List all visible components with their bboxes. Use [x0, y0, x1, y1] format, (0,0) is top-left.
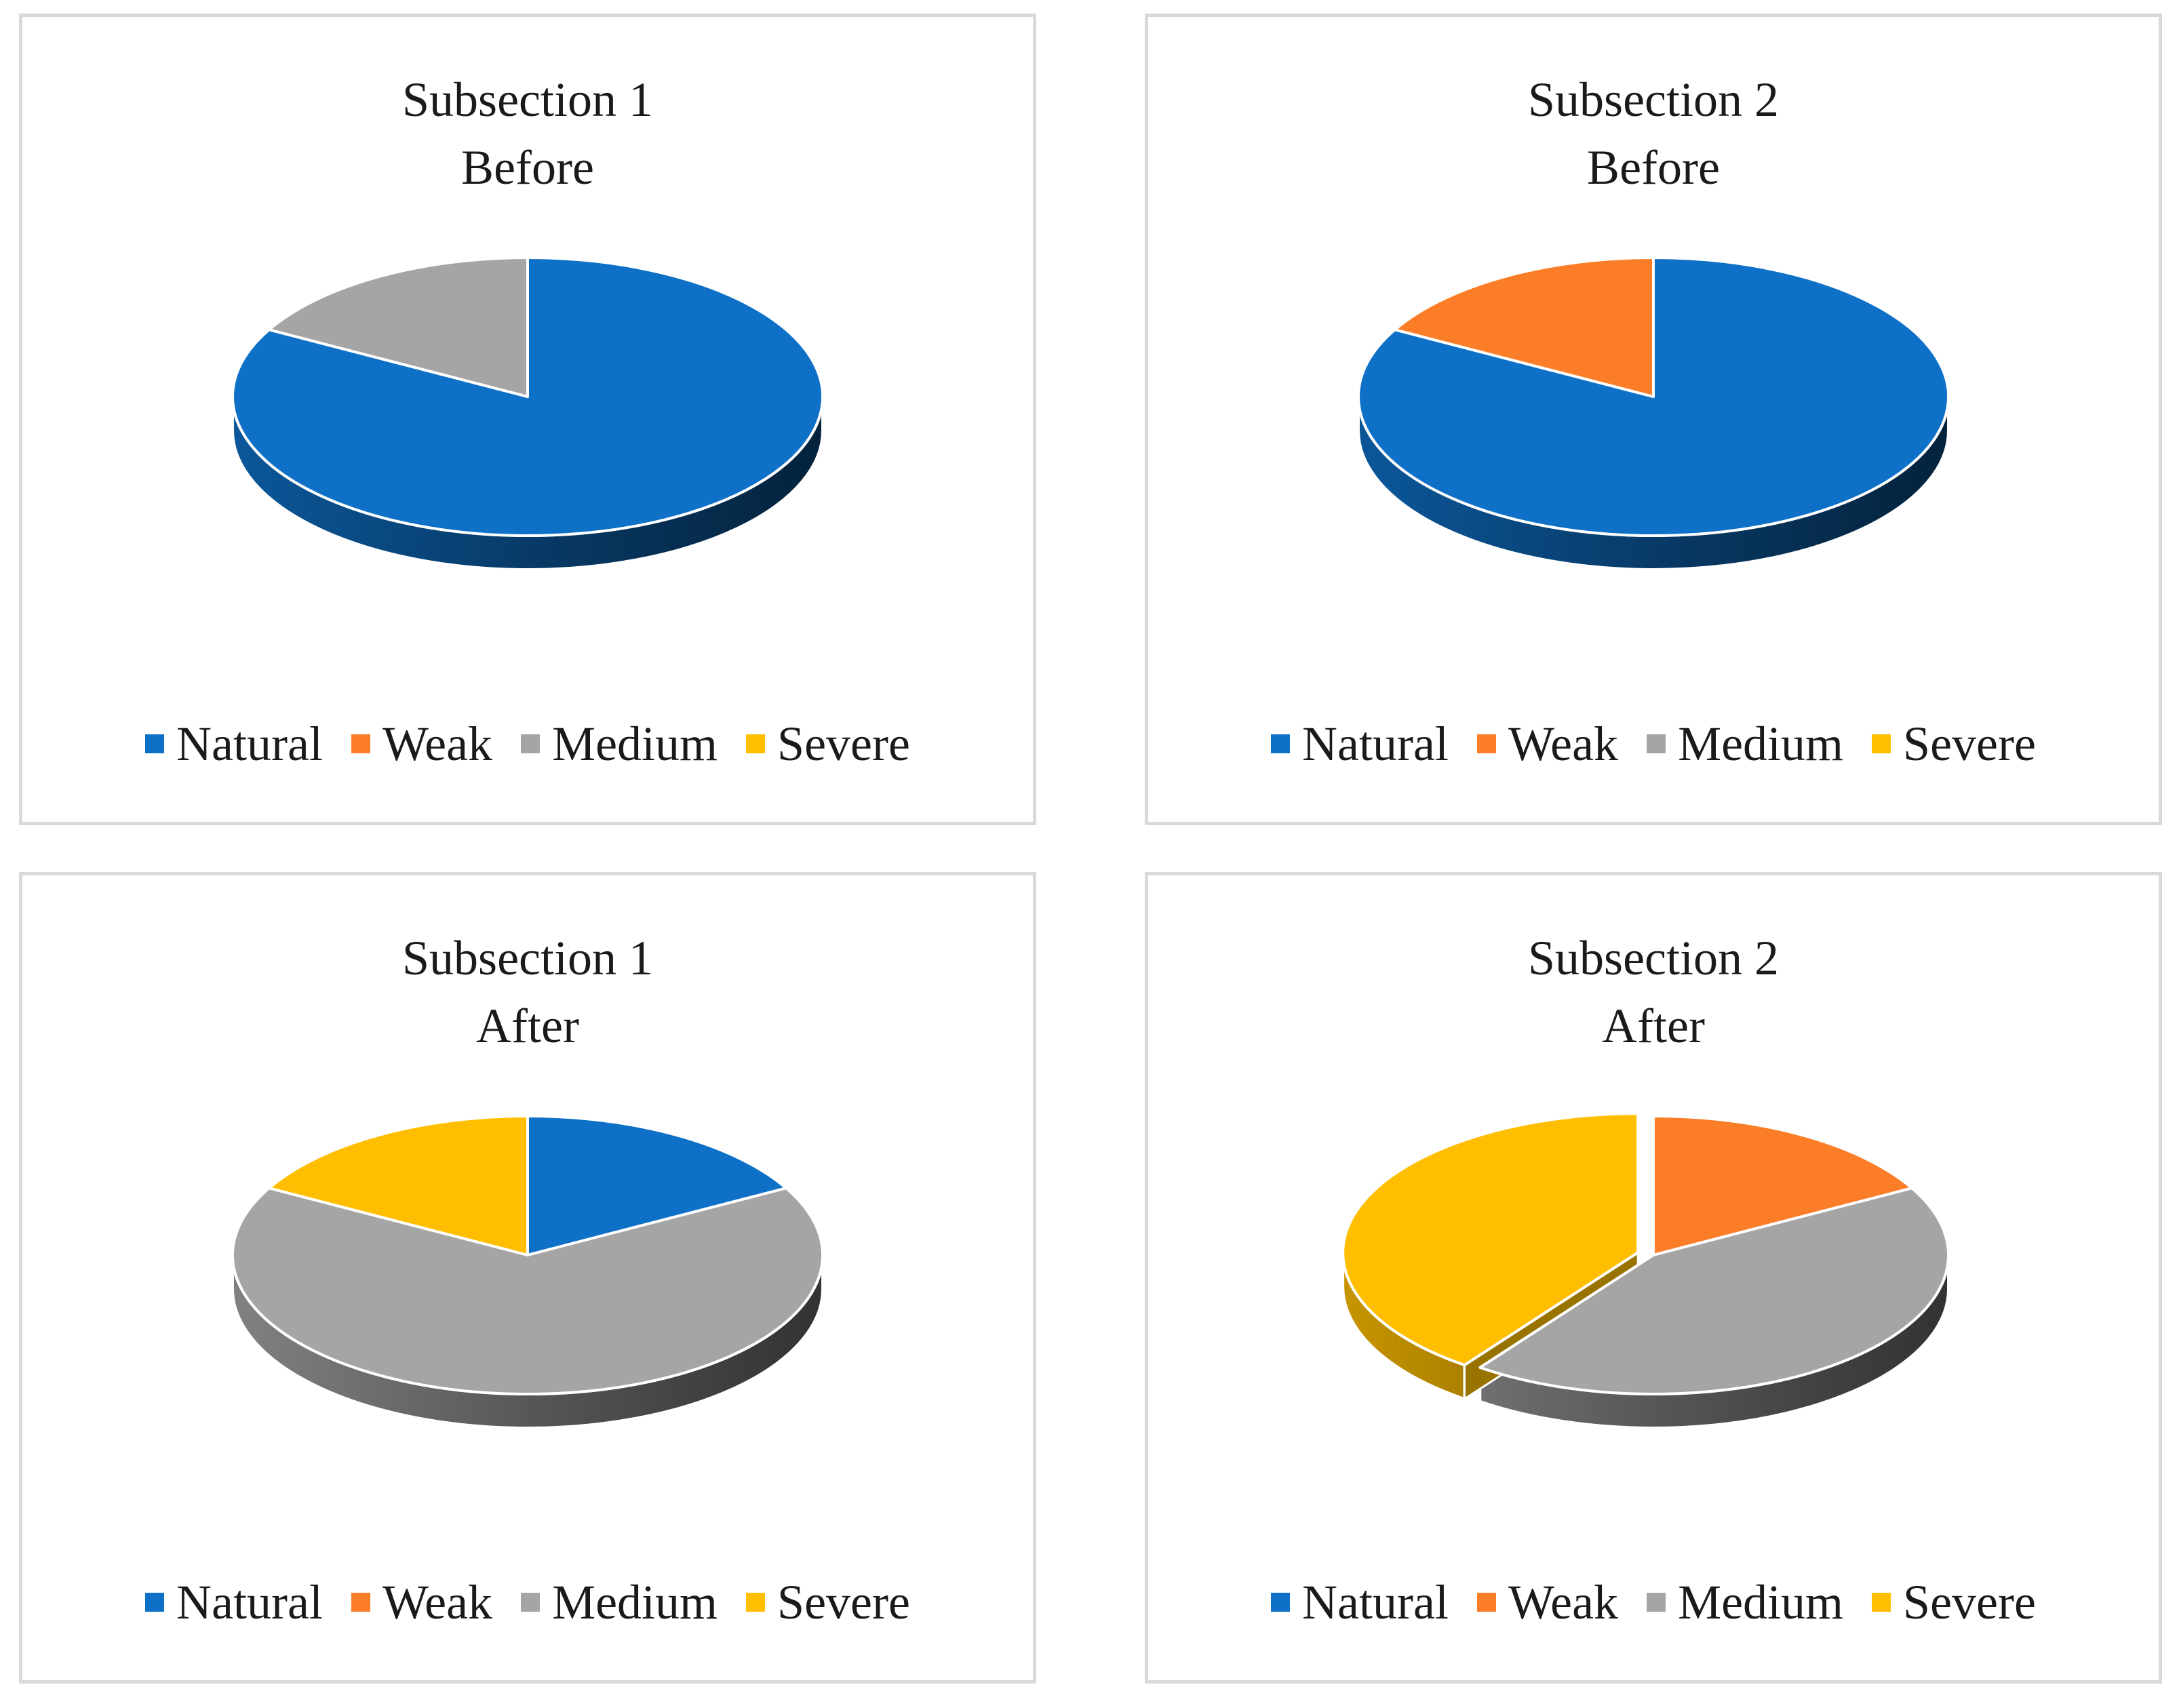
legend-label: Weak	[382, 1574, 493, 1629]
chart-legend: Natural Weak Medium Severe	[1148, 1572, 2159, 1633]
chart-title-line-1: Subsection 1	[402, 73, 653, 127]
pie-chart	[1341, 1112, 1950, 1430]
legend-label: Medium	[1678, 1574, 1844, 1629]
chart-title-line-2: After	[476, 999, 579, 1053]
legend-swatch	[521, 1593, 541, 1612]
legend-label: Natural	[1302, 1574, 1449, 1629]
legend-swatch	[145, 1593, 165, 1612]
pie-chart	[231, 256, 824, 571]
legend-swatch	[746, 734, 766, 753]
legend-label: Weak	[1508, 716, 1619, 771]
legend-label: Severe	[1903, 1574, 2036, 1629]
pie-slice-weak	[1652, 1115, 1914, 1256]
chart-legend: Natural Weak Medium Severe	[1148, 713, 2159, 774]
legend-item-natural: Natural	[1271, 1574, 1449, 1631]
legend-label: Natural	[1302, 716, 1449, 771]
legend-swatch	[145, 734, 165, 753]
legend-item-severe: Severe	[746, 716, 910, 772]
legend-swatch	[1271, 1593, 1291, 1612]
legend-swatch	[1647, 1593, 1666, 1612]
legend-label: Weak	[1508, 1574, 1619, 1629]
legend-swatch	[746, 1593, 766, 1612]
chart-title-line-1: Subsection 2	[1528, 931, 1779, 985]
pie-slice-weak	[1393, 256, 1655, 398]
pie-slice-natural	[526, 1115, 788, 1256]
chart-title-line-1: Subsection 1	[402, 931, 653, 985]
pie-slice-medium	[267, 256, 529, 398]
legend-swatch	[1476, 734, 1496, 753]
legend-label: Severe	[1903, 716, 2036, 771]
pie-slice-medium	[1478, 1187, 1950, 1395]
chart-title: Subsection 1 After	[22, 924, 1033, 1060]
legend-label: Medium	[1678, 716, 1844, 771]
legend-swatch	[1271, 734, 1291, 753]
legend-item-weak: Weak	[1476, 716, 1619, 772]
legend-item-severe: Severe	[746, 1574, 910, 1631]
pie-slice-medium	[231, 1187, 824, 1396]
chart-panel-subsection-1-before: Subsection 1 Before Natural Weak Medium Sev…	[19, 14, 1036, 825]
legend-label: Natural	[176, 1574, 323, 1629]
legend-item-severe: Severe	[1872, 1574, 2036, 1631]
legend-item-medium: Medium	[1647, 716, 1843, 772]
pie-slice-severe	[1341, 1112, 1640, 1367]
chart-panel-subsection-2-after: Subsection 2 After Natural Weak Medium Seve…	[1145, 872, 2162, 1684]
chart-panel-subsection-2-before: Subsection 2 Before Natural Weak Medium Sev…	[1145, 14, 2162, 825]
legend-label: Natural	[176, 716, 323, 771]
chart-title: Subsection 2 After	[1148, 924, 2159, 1060]
legend-swatch	[1872, 734, 1891, 753]
chart-title-line-2: Before	[461, 140, 594, 195]
legend-label: Medium	[552, 716, 718, 771]
legend-item-weak: Weak	[351, 1574, 492, 1631]
pie-chart	[231, 1115, 824, 1429]
legend-item-natural: Natural	[1271, 716, 1449, 772]
chart-legend: Natural Weak Medium Severe	[22, 1572, 1033, 1633]
pie-slice-severe	[267, 1115, 529, 1256]
legend-swatch	[1872, 1593, 1891, 1612]
pie-chart	[1357, 256, 1950, 571]
legend-label: Severe	[777, 1574, 910, 1629]
legend-label: Severe	[777, 716, 910, 771]
legend-label: Weak	[382, 716, 493, 771]
legend-swatch	[1476, 1593, 1496, 1612]
legend-swatch	[351, 1593, 370, 1612]
legend-swatch	[1647, 734, 1666, 753]
legend-item-natural: Natural	[145, 1574, 323, 1631]
legend-item-medium: Medium	[1647, 1574, 1843, 1631]
legend-item-natural: Natural	[145, 716, 323, 772]
chart-panel-subsection-1-after: Subsection 1 After Natural Weak Medium Seve…	[19, 872, 1036, 1684]
chart-title-line-2: After	[1602, 999, 1705, 1053]
legend-item-severe: Severe	[1872, 716, 2036, 772]
legend-item-weak: Weak	[1476, 1574, 1619, 1631]
chart-title-line-1: Subsection 2	[1528, 73, 1779, 127]
legend-swatch	[351, 734, 370, 753]
legend-item-medium: Medium	[521, 716, 718, 772]
legend-item-weak: Weak	[351, 716, 492, 772]
chart-title: Subsection 2 Before	[1148, 66, 2159, 201]
legend-swatch	[521, 734, 541, 753]
chart-title-line-2: Before	[1587, 140, 1720, 195]
chart-title: Subsection 1 Before	[22, 66, 1033, 201]
chart-legend: Natural Weak Medium Severe	[22, 713, 1033, 774]
legend-label: Medium	[552, 1574, 718, 1629]
legend-item-medium: Medium	[521, 1574, 718, 1631]
